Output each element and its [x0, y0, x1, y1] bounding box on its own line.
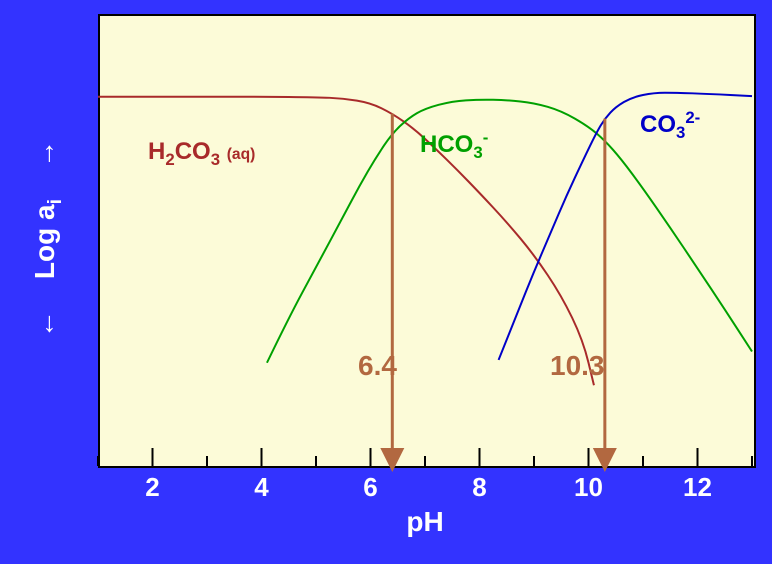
- pka-label-1: 6.4: [358, 350, 397, 382]
- y-arrow-right: →: [29, 140, 60, 191]
- hco3-label: HCO3-: [420, 128, 488, 163]
- y-arrow-left: ←: [29, 287, 60, 338]
- x-tick-label: 10: [574, 472, 603, 503]
- chart-svg: [0, 0, 772, 564]
- x-tick-label: 4: [254, 472, 268, 503]
- x-tick-label: 6: [363, 472, 377, 503]
- x-axis-title: pH: [406, 506, 443, 538]
- h2co3-label: H2CO3 (aq): [148, 138, 255, 170]
- x-tick-label: 8: [472, 472, 486, 503]
- pka-label-2: 10.3: [550, 350, 605, 382]
- x-tick-label: 12: [683, 472, 712, 503]
- y-axis-title: ← Log ai →: [29, 140, 67, 338]
- x-tick-label: 2: [145, 472, 159, 503]
- co3-label: CO32-: [640, 108, 700, 143]
- y-axis-label-text: Log ai: [29, 199, 60, 279]
